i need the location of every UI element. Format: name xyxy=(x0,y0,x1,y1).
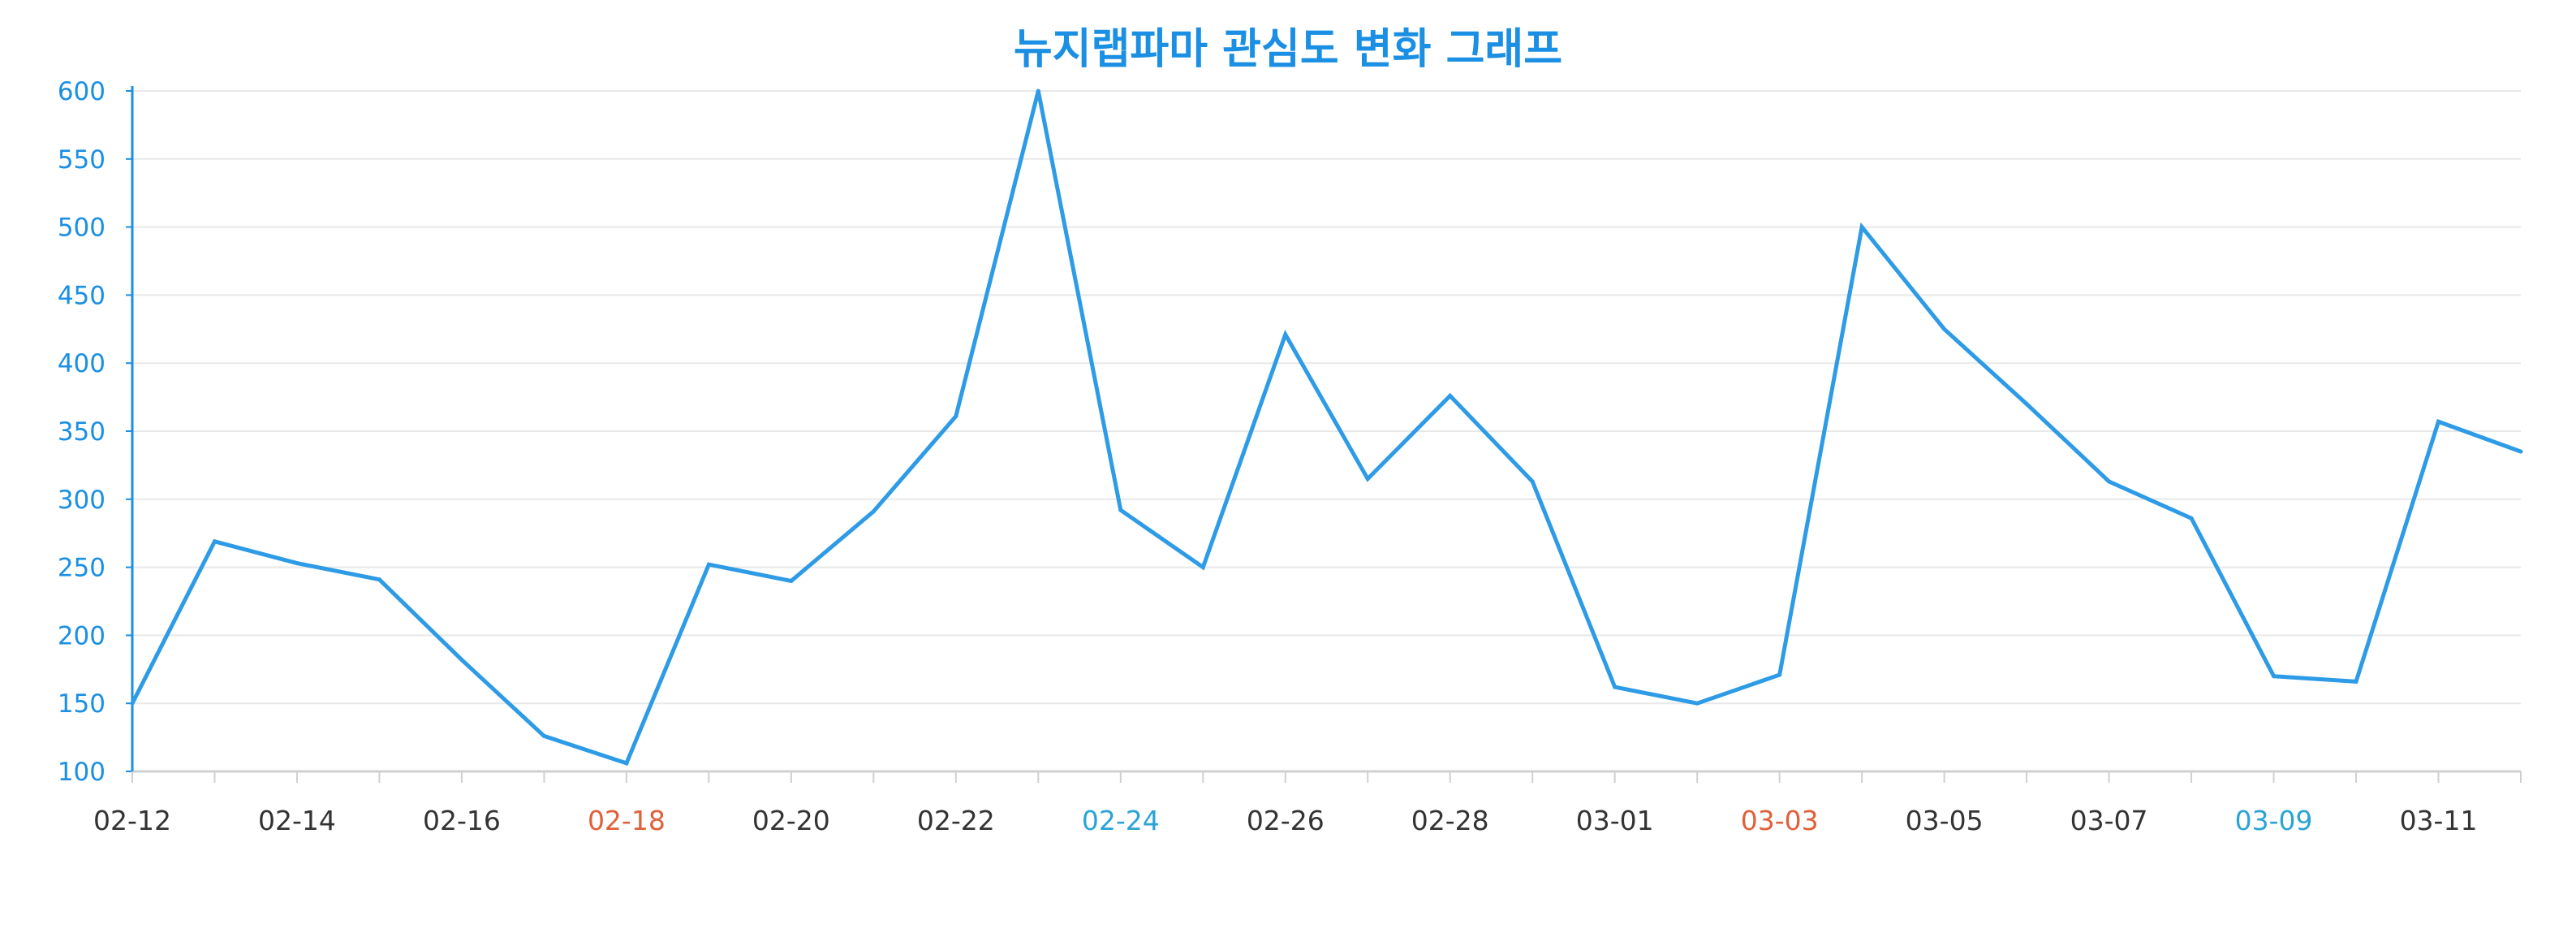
data-point xyxy=(2436,419,2441,424)
data-point xyxy=(1613,685,1618,689)
data-point xyxy=(1036,89,1040,93)
x-tick-label: 02-28 xyxy=(1411,805,1489,836)
data-point xyxy=(1200,565,1205,570)
data-point xyxy=(1859,225,1864,230)
data-point xyxy=(2024,401,2029,406)
y-tick-label: 250 xyxy=(58,554,106,583)
x-tick-label: 03-03 xyxy=(1741,805,1819,836)
y-tick-label: 150 xyxy=(58,689,106,719)
data-point xyxy=(789,578,794,583)
x-tick-label: 03-07 xyxy=(2070,805,2148,836)
x-tick-label: 03-05 xyxy=(1906,805,1984,836)
y-tick-label: 200 xyxy=(58,621,106,650)
y-tick-label: 350 xyxy=(58,417,106,447)
data-point xyxy=(1365,477,1370,482)
x-tick-label: 03-11 xyxy=(2400,805,2478,836)
y-tick-label: 400 xyxy=(58,349,106,378)
data-point xyxy=(130,701,135,706)
x-tick-labels: 02-12 02-14 02-16 02-18 02-20 02-22 02-24 02-26… xyxy=(93,805,2477,836)
x-tick-label: 02-26 xyxy=(1247,805,1325,836)
data-point xyxy=(1695,701,1699,706)
data-point xyxy=(459,658,464,663)
data-point xyxy=(2354,679,2358,684)
data-point xyxy=(541,733,546,738)
data-point xyxy=(706,562,711,567)
x-tick-label: 02-22 xyxy=(917,805,995,836)
data-point xyxy=(1448,393,1453,398)
data-point xyxy=(1942,326,1947,331)
data-point xyxy=(1118,508,1123,512)
y-tick-label: 100 xyxy=(58,758,106,787)
y-tick-label: 500 xyxy=(58,214,106,243)
axes xyxy=(126,86,2522,783)
data-point xyxy=(295,561,299,566)
y-tick-label: 550 xyxy=(58,145,106,175)
x-tick-label: 02-16 xyxy=(423,805,501,836)
y-tick-labels: 100 150 200 250 300 350 400 450 500 550 600 xyxy=(58,77,106,787)
data-point xyxy=(2107,479,2112,484)
grid-lines xyxy=(132,90,2521,705)
x-tick-label: 02-24 xyxy=(1082,805,1160,836)
series-line xyxy=(130,90,2522,767)
x-tick-label: 03-01 xyxy=(1576,805,1654,836)
data-point xyxy=(1283,332,1288,337)
x-tick-label: 02-14 xyxy=(258,805,336,836)
data-point xyxy=(871,509,876,514)
data-point xyxy=(1530,479,1535,484)
data-point xyxy=(377,577,381,582)
y-tick-label: 600 xyxy=(58,77,106,106)
data-point xyxy=(2518,449,2523,454)
data-point xyxy=(954,414,958,419)
x-tick-label: 03-09 xyxy=(2235,805,2313,836)
series-layer xyxy=(130,89,2523,767)
y-tick-label: 450 xyxy=(58,281,106,310)
chart-title: 뉴지랩파마 관심도 변화 그래프 xyxy=(1014,25,1562,74)
data-point xyxy=(2272,674,2277,679)
data-point xyxy=(212,539,217,544)
x-tick-label: 02-18 xyxy=(588,805,666,836)
x-tick-label: 02-12 xyxy=(93,805,171,836)
data-point xyxy=(1777,672,1782,677)
x-tick-label: 02-20 xyxy=(752,805,830,836)
data-point xyxy=(624,761,629,766)
data-point xyxy=(2189,516,2194,520)
y-tick-label: 300 xyxy=(58,486,106,515)
